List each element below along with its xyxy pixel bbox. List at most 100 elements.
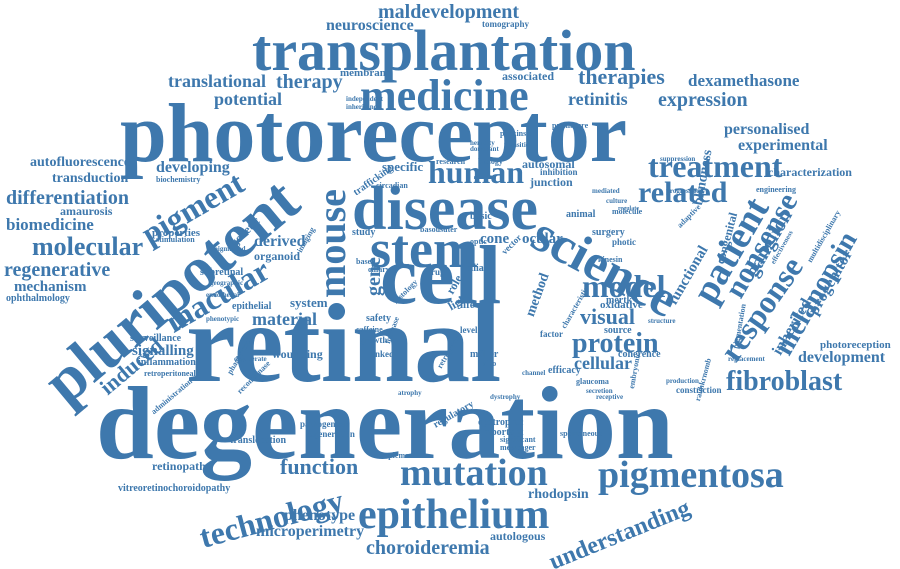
word-human: human xyxy=(428,154,525,190)
word-molecule: molecule xyxy=(612,207,643,216)
word-coherence: coherence xyxy=(618,349,661,360)
word-complement: complement xyxy=(374,451,416,460)
word-developing: developing xyxy=(156,159,230,176)
word-drug: drug xyxy=(426,267,445,277)
word-significant: significant xyxy=(500,435,536,444)
word-visual: visual xyxy=(580,304,636,329)
word-transduction: transduction xyxy=(52,171,129,186)
word-glaucoma: glaucoma xyxy=(576,377,609,386)
word-epithelial: epithelial xyxy=(232,301,272,312)
word-regeneration: regeneration xyxy=(306,429,355,439)
word-method: method xyxy=(523,271,553,319)
word-associated: associated xyxy=(502,69,554,83)
word-source: source xyxy=(604,325,632,336)
word-inhibition: inhibition xyxy=(540,167,578,177)
word-receptive: receptive xyxy=(596,393,624,401)
word-cell: cell xyxy=(380,229,502,322)
word-level: level xyxy=(460,325,478,335)
word-cilia: cilia xyxy=(466,263,484,274)
word-maldevelopment: maldevelopment xyxy=(378,1,520,23)
word-model: model xyxy=(582,268,666,304)
word-regulate: regulate xyxy=(618,206,639,212)
word-vitreoretinochoroidopathy: vitreoretinochoroidopathy xyxy=(118,483,231,494)
word-dominant: dominant xyxy=(470,145,499,153)
word-spontaneous: spontaneous xyxy=(560,429,603,438)
word-related: related xyxy=(638,176,728,209)
word-based: based xyxy=(356,257,376,266)
word-cellular: cellular xyxy=(574,353,632,373)
word-animal: animal xyxy=(566,209,596,220)
word-development: development xyxy=(798,349,886,366)
word-linked: linked xyxy=(370,349,395,359)
word-safety: safety xyxy=(366,313,391,324)
word-kinesin: kinesin xyxy=(598,255,623,264)
word-biochemistry: biochemistry xyxy=(156,175,201,184)
word-basic: basic xyxy=(470,211,492,222)
word-translational: translational xyxy=(168,71,267,91)
word-neuroscience: neuroscience xyxy=(326,17,414,34)
word-engineering: engineering xyxy=(756,185,796,194)
word-dystrophic: dystrophic xyxy=(478,417,524,428)
word-choroideremia: choroideremia xyxy=(366,537,490,559)
word-endothelial: endothelial xyxy=(206,291,240,299)
word-secretion: secretion xyxy=(586,387,613,395)
word-amaurosis: amaurosis xyxy=(60,204,113,218)
word-stem: stem xyxy=(370,219,478,279)
word-messenger: messenger xyxy=(500,443,536,452)
word-pathogenesis: pathogenesis xyxy=(300,419,350,429)
word-atrophy: atrophy xyxy=(398,389,422,397)
word-junction: junction xyxy=(530,175,573,189)
word-material: material xyxy=(252,309,317,329)
word-dexamethasone: dexamethasone xyxy=(688,71,800,90)
word-characterization: characterization xyxy=(768,165,852,179)
word-transplantation: transplantation xyxy=(252,18,636,83)
word-circadian: circadian xyxy=(376,181,408,190)
word-tomography: tomography xyxy=(482,19,529,29)
word-geographic: geographic xyxy=(210,279,244,287)
word-important: important xyxy=(480,427,524,438)
word-cone: cone xyxy=(480,231,510,247)
word-autosomal: autosomal xyxy=(522,157,575,171)
word-molecular: molecular xyxy=(32,232,144,261)
word-constriction: constriction xyxy=(676,385,722,395)
word-independent: independent xyxy=(346,95,383,103)
word-mertk: mertk xyxy=(606,295,633,306)
word-production: production xyxy=(666,377,699,385)
word-autofluorescence: autofluorescence xyxy=(30,155,131,170)
word-membrane: membrane xyxy=(340,67,391,79)
word-derived: derived xyxy=(254,233,306,250)
word-inflammation: inflammation xyxy=(138,357,196,368)
word-efficacy: efficacy xyxy=(548,365,581,376)
word-microperimetry: microperimetry xyxy=(256,523,365,540)
word-parkinson: parkinson xyxy=(500,129,535,138)
word-retinal: retinal xyxy=(186,282,502,406)
word-premature: premature xyxy=(552,121,589,130)
word-therapy: therapy xyxy=(276,71,343,93)
word-vivo: vivo xyxy=(482,359,497,368)
word-pigmentosa: pigmentosa xyxy=(598,454,784,496)
word-biomedicine: biomedicine xyxy=(6,215,94,234)
word-protein: protein xyxy=(572,328,659,359)
word-suppression: suppression xyxy=(660,155,696,163)
word-degenerate: degenerate xyxy=(234,355,267,363)
word-expression: expression xyxy=(658,89,748,111)
word-regenerative: regenerative xyxy=(4,259,111,281)
word-dystrophy: dystrophy xyxy=(490,393,521,401)
word-understanding: understanding xyxy=(545,495,694,569)
word-properties: properties xyxy=(152,227,201,239)
word-stimulation: stimulation xyxy=(156,235,195,244)
word-wounding: wounding xyxy=(272,347,323,361)
word-muller: müller xyxy=(470,349,499,360)
word-mutation: mutation xyxy=(400,452,548,494)
word-caffeine: caffeine xyxy=(356,325,383,334)
word-progression: progression xyxy=(666,187,701,195)
word-oxidative: oxidative xyxy=(600,299,643,311)
word-ophthalmology: ophthalmology xyxy=(6,293,70,304)
word-structure: structure xyxy=(648,317,676,325)
word-research: research xyxy=(436,157,466,166)
word-treatment: treatment xyxy=(648,148,783,184)
word-ocular: ocular xyxy=(522,231,563,247)
word-retinopathy: retinopathy xyxy=(152,459,212,473)
word-channel: channel xyxy=(522,369,546,377)
